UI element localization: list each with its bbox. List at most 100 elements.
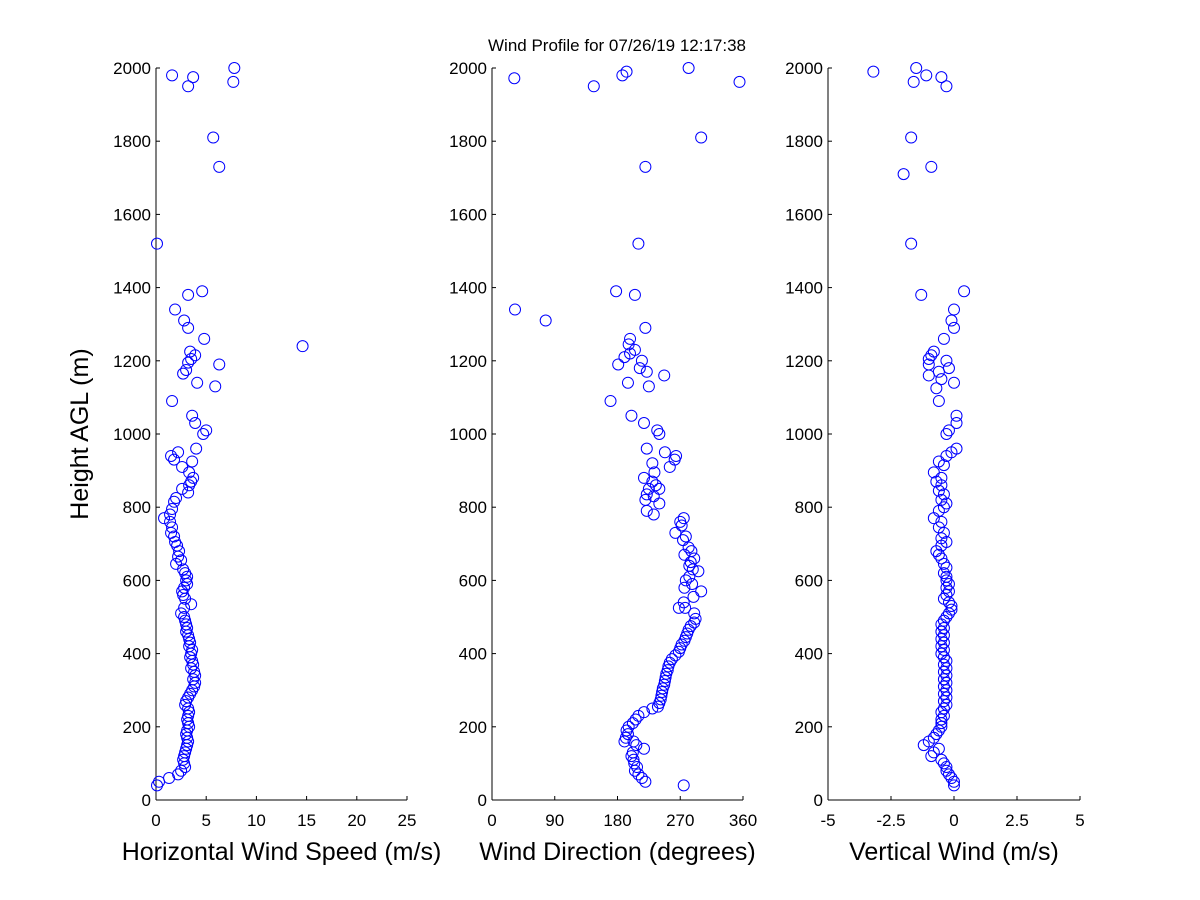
data-point [189,417,202,430]
data-point [209,380,222,393]
data-point [686,578,699,591]
data-point [927,512,940,525]
data-point [930,728,943,741]
data-point [686,563,699,576]
y-tick-label: 1000 [449,425,487,444]
data-point [937,526,950,539]
data-point [182,321,195,334]
x-tick-label: 10 [247,811,266,830]
data-point [950,417,963,430]
data-point [677,779,690,792]
data-point [942,578,955,591]
data-point [646,457,659,470]
data-point [168,453,181,466]
data-point [610,285,623,298]
data-point [639,321,652,334]
y-tick-label: 800 [459,498,487,517]
data-point [172,550,185,563]
data-point [509,303,522,316]
data-point [628,288,641,301]
data-point [905,131,918,144]
data-point [639,775,652,788]
data-point [663,460,676,473]
data-point [940,354,953,367]
data-point [169,303,182,316]
data-point [658,446,671,459]
data-point [940,684,953,697]
data-point [182,288,195,301]
data-point [948,321,960,334]
data-point [932,395,945,408]
data-point [679,601,692,614]
data-point [178,601,191,614]
data-point [180,363,193,376]
y-tick-label: 1600 [113,205,151,224]
data-point [675,519,688,532]
data-point [168,495,181,508]
data-point [935,479,948,492]
data-point [158,512,171,525]
data-point [937,459,950,472]
chart-panel-3: 0 200 400 600 800 1000 1200 1400 1600 1800 2000 -5 -… [785,59,1085,866]
data-point [925,349,938,362]
data-point [653,497,666,510]
x-tick-label: 180 [603,811,631,830]
data-point [640,504,653,517]
data-point [937,621,950,634]
data-point [190,442,203,455]
data-point [950,409,963,422]
data-point [182,486,195,499]
y-tick-label: 400 [123,645,151,664]
data-point [624,332,637,345]
data-point [640,365,653,378]
data-point [178,314,191,327]
data-point [628,764,641,777]
data-point [172,446,185,459]
y-tick-label: 1600 [449,205,487,224]
x-tick-label: 15 [297,811,316,830]
data-point [937,702,950,715]
data-point [677,512,690,525]
y-tick-label: 200 [795,718,823,737]
data-point [191,376,204,389]
data-point [682,541,695,554]
data-point [937,695,950,708]
y-axis-label: Height AGL (m) [66,348,94,519]
data-point [653,428,666,440]
data-point [207,131,220,144]
data-point [629,713,642,726]
data-point [175,764,188,777]
data-point [940,574,953,587]
data-point [937,757,950,770]
data-point [175,607,188,620]
data-point [937,488,950,501]
data-point [733,75,746,88]
data-point [618,735,631,748]
data-point [228,62,241,74]
data-point [937,567,950,580]
y-tick-label: 0 [814,791,823,810]
y-tick-label: 600 [795,571,823,590]
y-tick-label: 1200 [113,352,151,371]
data-point [910,62,923,74]
data-point [688,607,701,620]
x-tick-label: -5 [820,811,835,830]
data-point [940,761,953,774]
data-point [935,552,948,565]
data-point [587,80,600,93]
data-point [940,497,953,510]
data-point [940,662,953,675]
data-point [166,521,179,534]
data-point [179,698,192,711]
data-point [935,625,948,638]
data-point [940,676,953,689]
data-point [917,739,930,752]
data-point [937,629,950,642]
x-tick-label: 360 [729,811,757,830]
data-point [945,314,958,327]
data-point [867,65,880,78]
data-point [945,600,958,613]
data-point [940,654,953,667]
data-point [616,69,629,82]
